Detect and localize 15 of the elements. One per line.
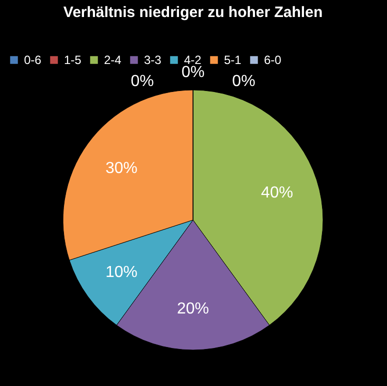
legend-label: 3-3	[144, 53, 162, 67]
text: 0%	[232, 72, 256, 90]
legend-label: 0-6	[24, 53, 42, 67]
data-label: 20%	[176, 300, 210, 318]
data-label: 10%	[105, 264, 138, 281]
legend-label: 1-5	[64, 53, 82, 67]
text: 0%	[130, 72, 154, 90]
legend-label: 2-4	[104, 53, 122, 67]
data-label: 30%	[105, 160, 138, 178]
legend-label: 6-0	[264, 53, 282, 67]
legend-label: 4-2	[184, 53, 202, 67]
legend-label: 5-1	[224, 53, 242, 67]
text: 0%	[181, 64, 205, 81]
data-label: 40%	[261, 184, 294, 202]
chart-title: Verhältnis niedriger zu hoher Zahlen	[63, 4, 323, 21]
